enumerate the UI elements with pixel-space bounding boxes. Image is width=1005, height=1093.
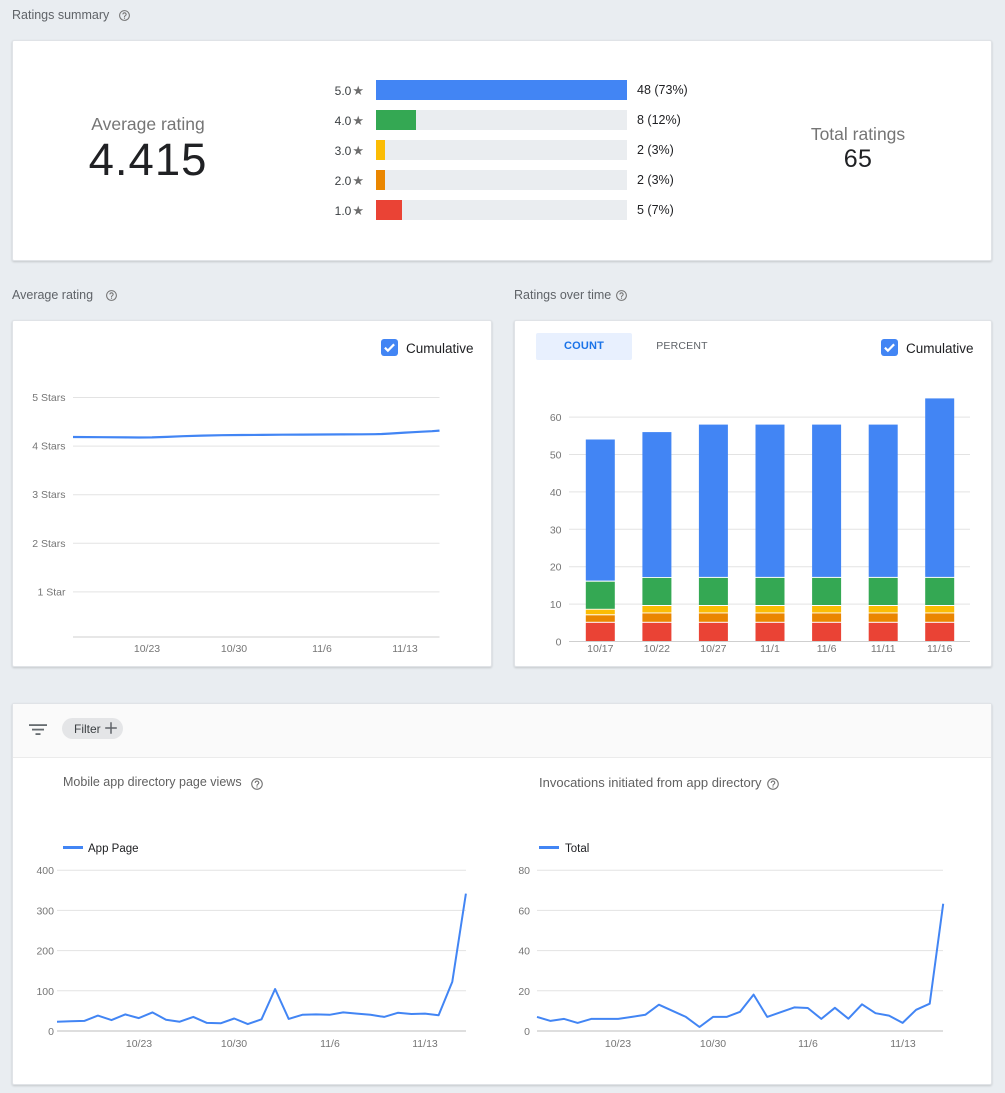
svg-text:4 Stars: 4 Stars: [32, 441, 65, 453]
svg-text:10/30: 10/30: [700, 1038, 726, 1050]
svg-text:11/13: 11/13: [392, 643, 418, 655]
svg-text:80: 80: [518, 865, 530, 877]
svg-text:10/23: 10/23: [134, 643, 160, 655]
svg-text:10/23: 10/23: [126, 1038, 152, 1050]
svg-text:1 Star: 1 Star: [37, 586, 66, 598]
svg-text:20: 20: [550, 562, 562, 574]
svg-text:60: 60: [550, 412, 562, 424]
svg-text:10/30: 10/30: [221, 643, 247, 655]
svg-text:11/1: 11/1: [760, 643, 780, 655]
svg-text:0: 0: [524, 1026, 530, 1038]
svg-text:10/17: 10/17: [587, 643, 613, 655]
svg-text:10/27: 10/27: [700, 643, 726, 655]
svg-text:10: 10: [550, 599, 562, 611]
svg-text:10/23: 10/23: [605, 1038, 631, 1050]
svg-text:400: 400: [36, 865, 54, 877]
svg-text:5 Stars: 5 Stars: [32, 392, 65, 404]
svg-text:11/13: 11/13: [890, 1038, 916, 1050]
svg-text:11/13: 11/13: [412, 1038, 438, 1050]
svg-text:11/6: 11/6: [798, 1038, 818, 1050]
svg-text:11/6: 11/6: [320, 1038, 340, 1050]
svg-text:11/6: 11/6: [312, 643, 332, 655]
svg-text:10/30: 10/30: [221, 1038, 247, 1050]
svg-text:60: 60: [518, 905, 530, 917]
svg-text:3 Stars: 3 Stars: [32, 489, 65, 501]
svg-text:300: 300: [36, 905, 54, 917]
svg-text:11/6: 11/6: [817, 643, 837, 655]
svg-text:100: 100: [36, 986, 54, 998]
svg-text:200: 200: [36, 946, 54, 958]
svg-text:30: 30: [550, 524, 562, 536]
svg-text:0: 0: [48, 1026, 54, 1038]
svg-text:11/11: 11/11: [871, 643, 896, 655]
svg-text:11/16: 11/16: [927, 643, 953, 655]
svg-text:20: 20: [518, 986, 530, 998]
svg-text:0: 0: [556, 637, 562, 649]
svg-text:2 Stars: 2 Stars: [32, 538, 65, 550]
svg-text:40: 40: [518, 946, 530, 958]
svg-text:50: 50: [550, 450, 562, 462]
svg-text:10/22: 10/22: [644, 643, 670, 655]
svg-text:40: 40: [550, 487, 562, 499]
